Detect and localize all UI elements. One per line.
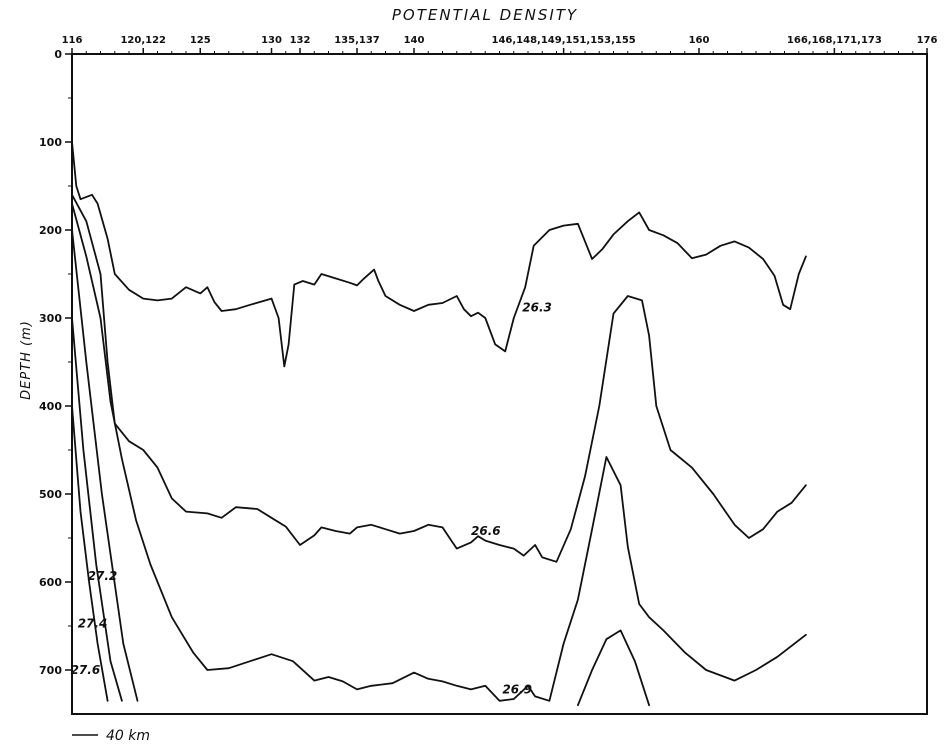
contour-27-4 — [71, 317, 123, 702]
top-tick-label-2: 125 — [190, 35, 211, 46]
depth-tick-label-400: 400 — [39, 400, 62, 413]
top-tick-label-6: 140 — [404, 35, 425, 46]
top-tick-label-1: 120,122 — [120, 35, 166, 46]
contour-27-2 — [71, 229, 139, 702]
contour-27-6 — [71, 405, 109, 702]
y-axis-label: DEPTH (m) — [19, 320, 34, 400]
top-tick-label-0: 116 — [62, 35, 83, 46]
depth-tick-label-200: 200 — [39, 224, 62, 237]
depth-tick-label-500: 500 — [39, 488, 62, 501]
chart-title: POTENTIAL DENSITY — [392, 6, 578, 24]
contour-label-26-9: 26.9 — [502, 682, 532, 696]
depth-axis: 0 100 200 300 400 500 600 700 — [39, 48, 72, 677]
top-tick-label-3: 130 — [261, 35, 282, 46]
top-tick-label-4: 132 — [290, 35, 311, 46]
contour-labels: 26.3 26.6 26.9 27.2 27.4 27.6 — [71, 300, 552, 696]
top-tick-label-9: 166,168,171,173 — [787, 35, 882, 46]
depth-tick-label-600: 600 — [39, 576, 62, 589]
top-tick-label-7: 146,148,149,151,153,155 — [492, 35, 636, 46]
top-tick-label-5: 135,137 — [334, 35, 380, 46]
top-station-axis: 116 120,122 125 130 132 135,137 140 146,148,149… — [62, 35, 938, 54]
contour-26-6 — [71, 193, 807, 563]
contour-26-9 — [71, 202, 807, 702]
scale-bar-label: 40 km — [106, 728, 150, 744]
depth-tick-label-700: 700 — [39, 664, 62, 677]
contour-lines — [71, 141, 807, 707]
plot-frame — [71, 53, 928, 715]
contour-label-26-6: 26.6 — [471, 524, 501, 538]
contour-26-3 — [71, 141, 807, 368]
top-tick-label-10: 176 — [917, 35, 938, 46]
depth-tick-label-300: 300 — [39, 312, 62, 325]
top-tick-label-8: 160 — [689, 35, 710, 46]
contour-label-27-2: 27.2 — [88, 569, 118, 583]
contour-closed-3 — [577, 629, 650, 707]
contour-label-27-6: 27.6 — [71, 663, 101, 677]
contour-label-26-3: 26.3 — [522, 300, 552, 314]
depth-tick-label-0: 0 — [54, 48, 62, 61]
contour-label-27-4: 27.4 — [78, 616, 108, 630]
depth-tick-label-100: 100 — [39, 136, 62, 149]
